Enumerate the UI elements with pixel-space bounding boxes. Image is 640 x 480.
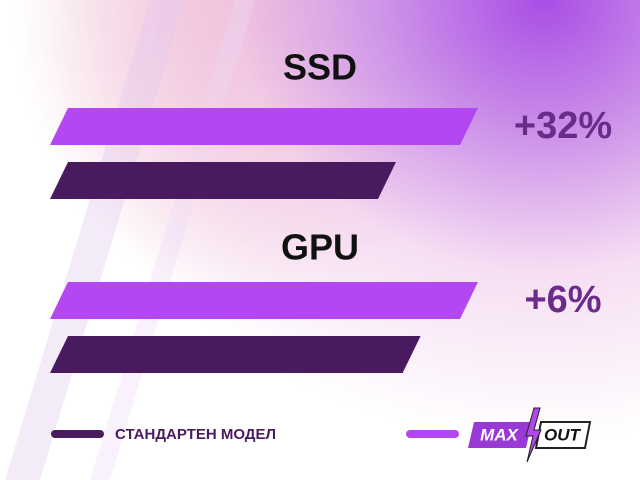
bar [50,282,478,319]
bar [50,162,396,199]
legend-label: СТАНДАРТЕН МОДЕЛ [115,426,276,443]
category-title: SSD [283,47,357,88]
category-title: GPU [281,227,359,268]
bar [50,336,421,373]
decor [5,0,255,480]
logo-left: MAX [480,425,519,444]
difference-label: +6% [524,279,601,321]
difference-label: +32% [514,105,612,147]
logo-right: OUT [544,425,582,444]
bar [50,108,478,145]
logo: MAX OUT [468,407,592,463]
